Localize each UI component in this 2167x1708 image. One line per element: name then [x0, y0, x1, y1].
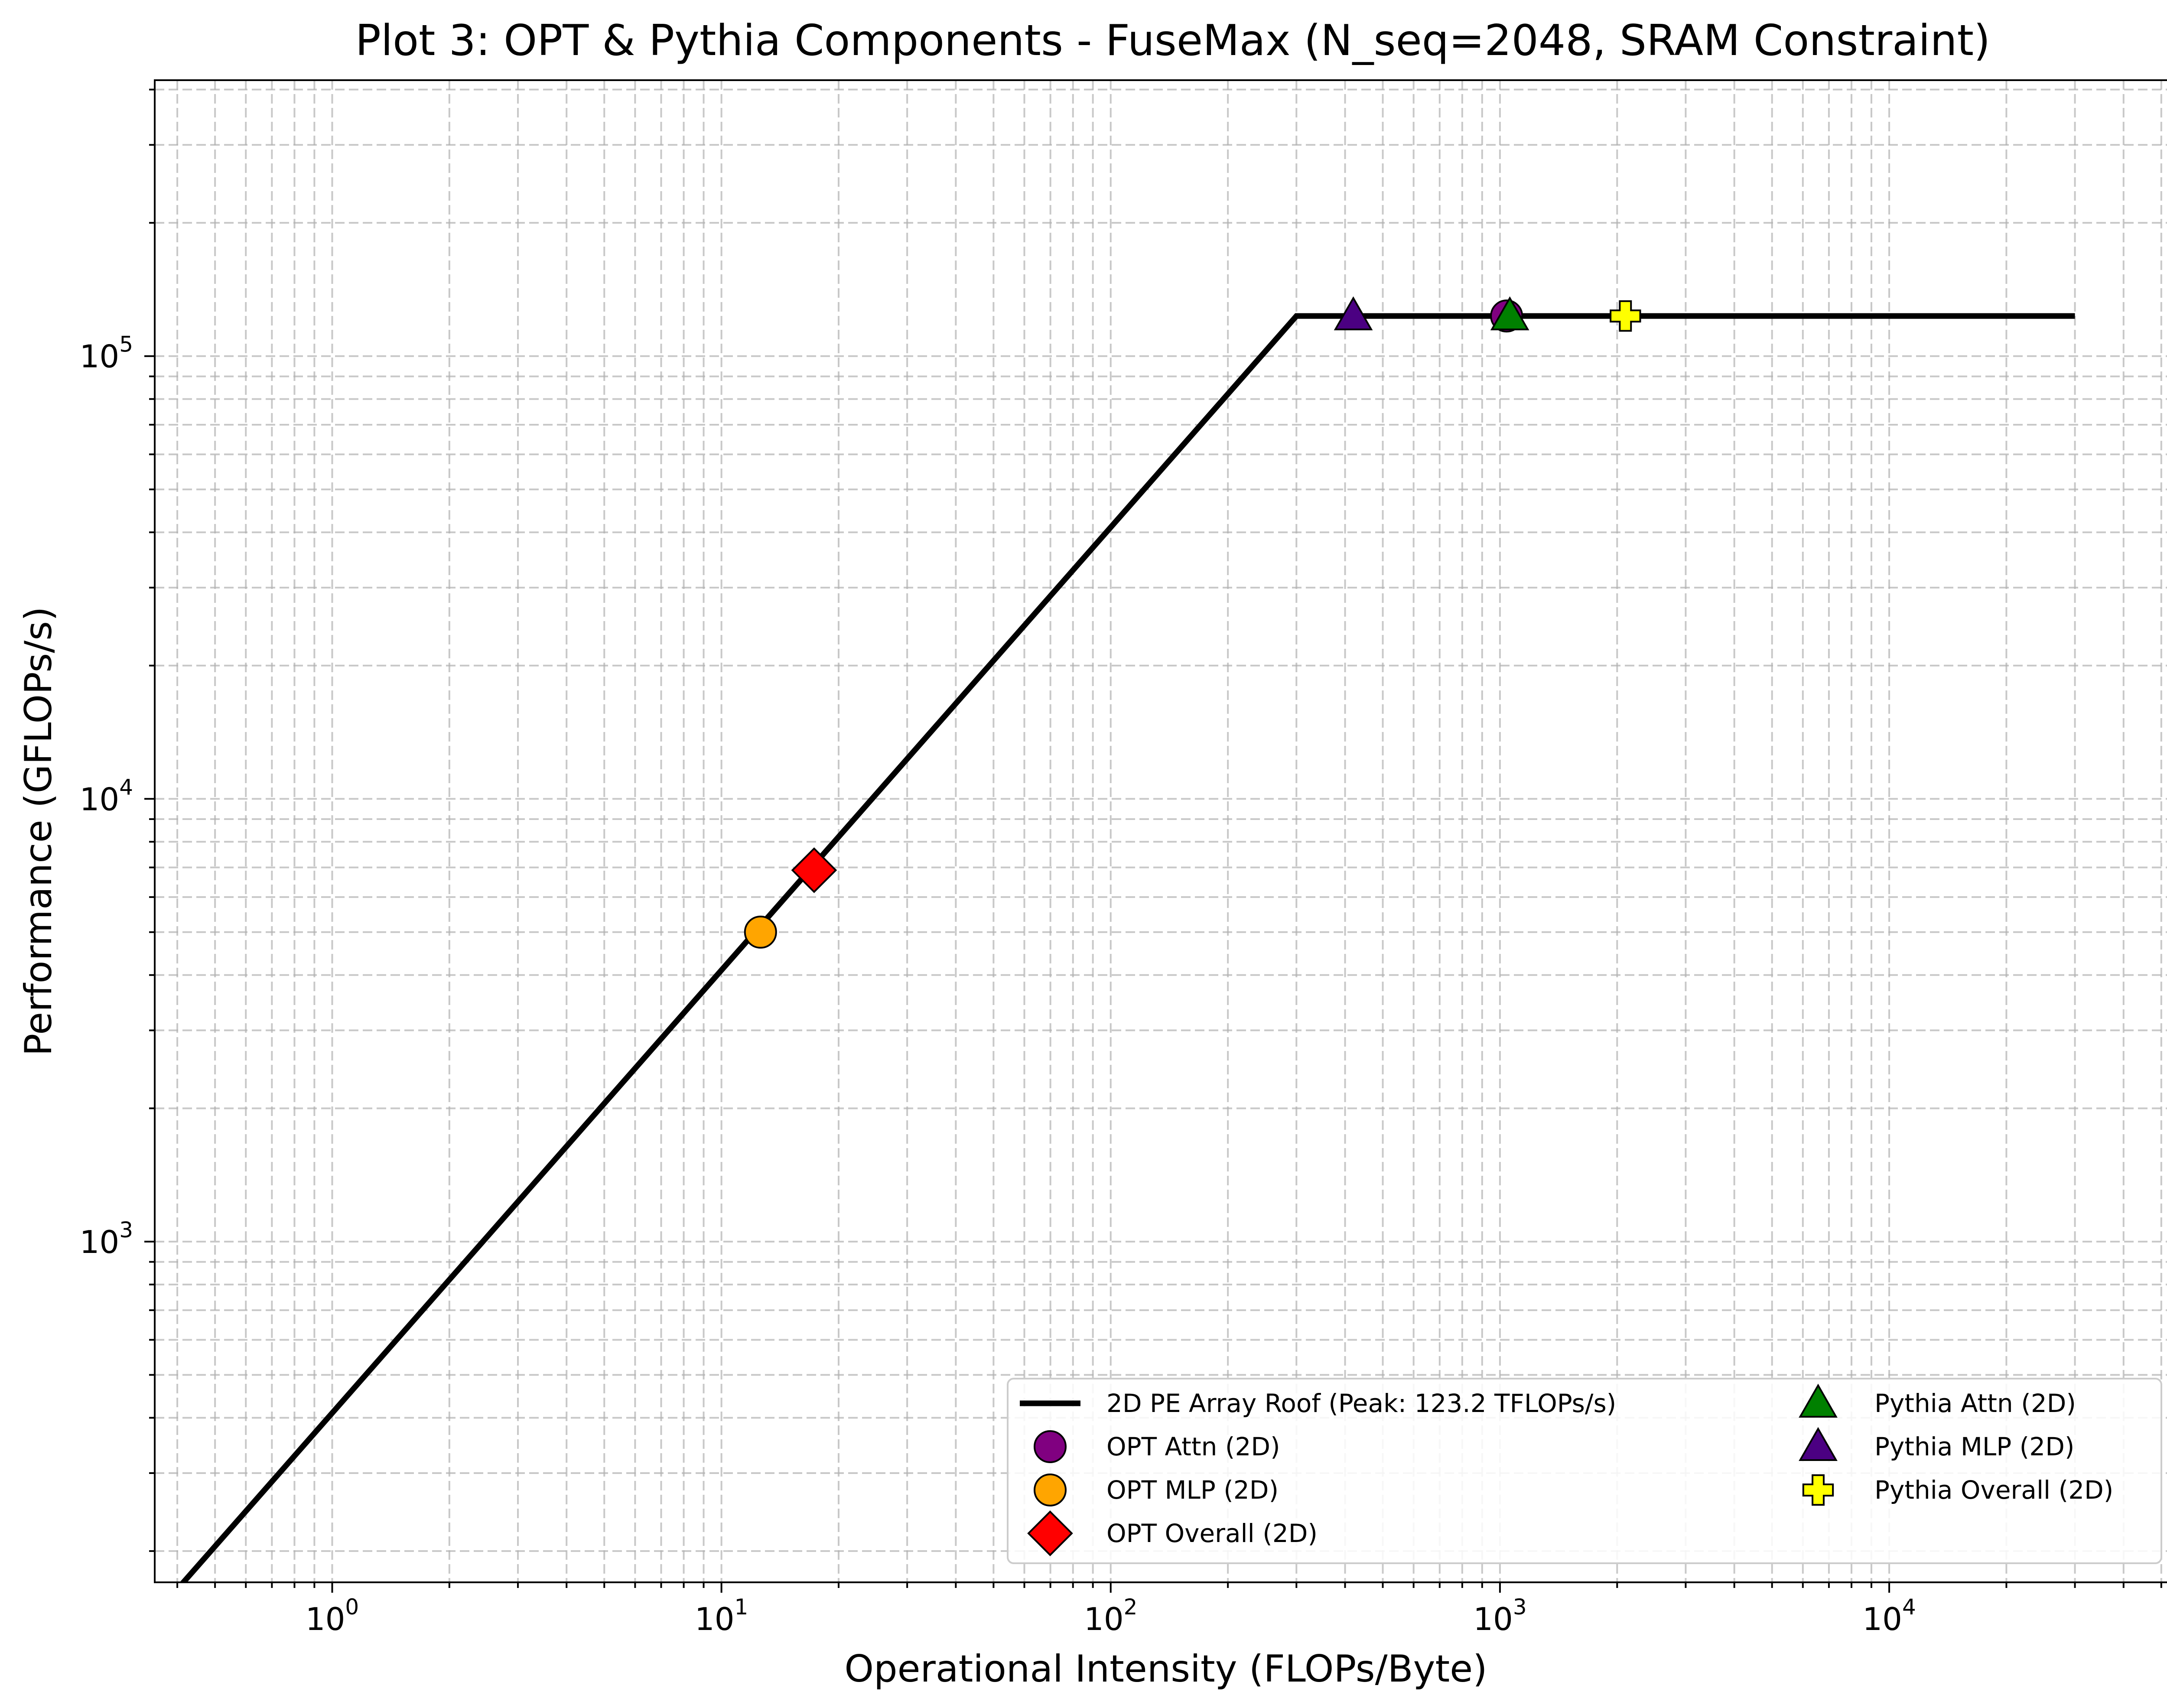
data-point-pythia-overall-2d [1610, 300, 1641, 332]
legend-label: OPT MLP (2D) [1106, 1475, 1279, 1505]
y-tick-exponent: 5 [119, 332, 133, 357]
legend-label-roofline: 2D PE Array Roof (Peak: 123.2 TFLOPs/s) [1106, 1389, 1616, 1418]
x-tick-label: 103 [1473, 1594, 1526, 1637]
roofline-line [179, 313, 2075, 1582]
x-tick-base: 10 [1084, 1601, 1124, 1637]
y-tick-base: 10 [80, 1224, 120, 1260]
x-tick-label: 102 [1084, 1594, 1137, 1637]
legend-marker-4 [1799, 1427, 1838, 1461]
legend-label: OPT Attn (2D) [1106, 1432, 1280, 1461]
x-tick-base: 10 [306, 1601, 345, 1637]
x-tick-exponent: 3 [1513, 1594, 1527, 1620]
legend-marker-0 [1034, 1430, 1067, 1463]
roofline [179, 313, 2075, 1582]
chart-title: Plot 3: OPT & Pythia Components - FuseMa… [355, 16, 1990, 65]
x-tick-label: 101 [695, 1594, 748, 1637]
data-point-pythia-mlp-2d [1334, 296, 1373, 331]
y-tick-label: 104 [80, 774, 133, 817]
x-tick-exponent: 2 [1124, 1594, 1138, 1620]
data-markers [744, 296, 1641, 949]
legend-marker-2 [1027, 1510, 1073, 1556]
x-tick-label: 100 [306, 1594, 359, 1637]
legend-marker-1 [1034, 1474, 1067, 1506]
data-point-pythia-attn-2d [1490, 296, 1529, 331]
y-tick-label: 105 [80, 332, 133, 375]
y-tick-exponent: 4 [119, 774, 133, 800]
x-tick-base: 10 [1473, 1601, 1513, 1637]
legend-label: Pythia Overall (2D) [1874, 1475, 2113, 1505]
x-tick-label: 104 [1862, 1594, 1916, 1637]
y-tick-exponent: 3 [119, 1217, 133, 1243]
x-tick-base: 10 [1862, 1601, 1902, 1637]
y-tick-label: 103 [80, 1217, 133, 1260]
legend-label: OPT Overall (2D) [1106, 1519, 1318, 1548]
y-tick-base: 10 [80, 781, 120, 817]
legend-box [1007, 1378, 2162, 1564]
data-point-opt-overall-2d [791, 847, 837, 893]
y-tick-base: 10 [80, 338, 120, 375]
data-point-opt-mlp-2d [744, 915, 777, 949]
x-axis-label: Operational Intensity (FLOPs/Byte) [844, 1647, 1487, 1691]
legend-marker-5 [1802, 1474, 1834, 1506]
x-tick-exponent: 1 [735, 1594, 748, 1620]
x-tick-base: 10 [695, 1601, 735, 1637]
legend: 2D PE Array Roof (Peak: 123.2 TFLOPs/s) O… [1007, 1378, 2162, 1564]
x-tick-exponent: 0 [345, 1594, 359, 1620]
legend-marker-3 [1799, 1383, 1838, 1418]
plot-frame [154, 79, 2167, 1583]
y-axis-label: Performance (GFLOPs/s) [17, 607, 60, 1056]
x-tick-exponent: 4 [1902, 1594, 1916, 1620]
legend-label: Pythia Attn (2D) [1874, 1389, 2076, 1418]
legend-label: Pythia MLP (2D) [1874, 1432, 2074, 1461]
